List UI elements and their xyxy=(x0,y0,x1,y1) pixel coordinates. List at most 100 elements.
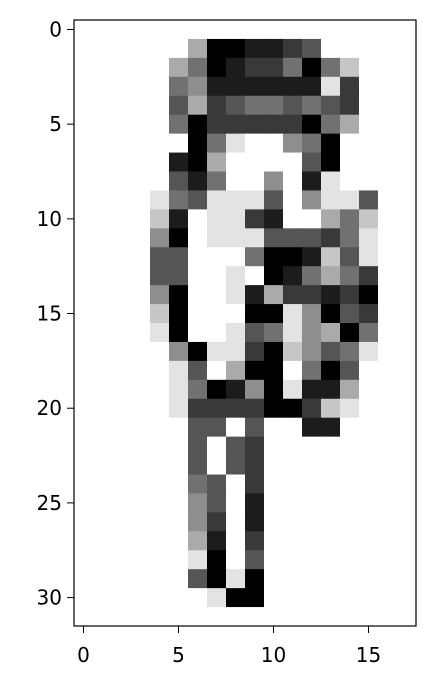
heatmap-cells xyxy=(74,20,398,627)
heatmap-cell xyxy=(321,323,341,343)
heatmap-cell xyxy=(264,550,284,570)
heatmap-cell xyxy=(93,304,113,324)
heatmap-cell xyxy=(74,190,94,210)
heatmap-cell xyxy=(226,209,246,229)
heatmap-cell xyxy=(169,20,189,40)
heatmap-cell xyxy=(150,398,170,419)
heatmap-cell xyxy=(169,379,189,400)
heatmap-cell xyxy=(340,152,360,173)
heatmap-cell xyxy=(302,531,322,551)
heatmap-cell xyxy=(169,550,189,570)
heatmap-cell xyxy=(74,266,94,286)
heatmap-cell xyxy=(283,304,303,324)
heatmap-cell xyxy=(340,474,360,495)
heatmap-cell xyxy=(245,323,265,343)
heatmap-cell xyxy=(112,341,132,362)
heatmap-cell xyxy=(207,38,227,59)
heatmap-cell xyxy=(226,190,246,210)
heatmap-cell xyxy=(321,247,341,267)
heatmap-cell xyxy=(226,531,246,551)
heatmap-cell xyxy=(245,436,265,457)
heatmap-cell xyxy=(93,114,113,135)
heatmap-cell xyxy=(283,20,303,40)
heatmap-cell xyxy=(321,550,341,570)
heatmap-cell xyxy=(378,474,398,495)
heatmap-cell xyxy=(245,171,265,192)
heatmap-cell xyxy=(74,379,94,400)
heatmap-cell xyxy=(169,266,189,286)
heatmap-cell xyxy=(93,133,113,154)
heatmap-cell xyxy=(283,228,303,248)
heatmap-cell xyxy=(207,304,227,324)
heatmap-cell xyxy=(245,531,265,551)
heatmap-cell xyxy=(93,417,113,438)
heatmap-cell xyxy=(302,588,322,608)
heatmap-cell xyxy=(74,304,94,324)
heatmap-cell xyxy=(378,171,398,192)
heatmap-cell xyxy=(321,76,341,97)
heatmap-cell xyxy=(188,323,208,343)
heatmap-cell xyxy=(207,550,227,570)
heatmap-cell xyxy=(264,360,284,381)
heatmap-cell xyxy=(131,569,151,589)
heatmap-cell xyxy=(188,493,208,513)
heatmap-cell xyxy=(283,341,303,362)
heatmap-cell xyxy=(169,133,189,154)
heatmap-cell xyxy=(74,360,94,381)
x-tick-label: 15 xyxy=(356,643,381,667)
heatmap-cell xyxy=(226,114,246,135)
heatmap-cell xyxy=(359,152,379,173)
heatmap-cell xyxy=(302,95,322,116)
heatmap-cell xyxy=(112,531,132,551)
heatmap-cell xyxy=(131,323,151,343)
heatmap-cell xyxy=(112,304,132,324)
heatmap-cell xyxy=(207,133,227,154)
heatmap-cell xyxy=(321,171,341,192)
heatmap-cell xyxy=(188,531,208,551)
heatmap-cell xyxy=(378,436,398,457)
heatmap-cell xyxy=(131,341,151,362)
heatmap-cell xyxy=(150,379,170,400)
heatmap-cell xyxy=(112,607,132,627)
heatmap-cell xyxy=(359,133,379,154)
heatmap-cell xyxy=(93,379,113,400)
heatmap-cell xyxy=(169,417,189,438)
heatmap-cell xyxy=(188,171,208,192)
heatmap-cell xyxy=(150,247,170,267)
heatmap-cell xyxy=(112,360,132,381)
heatmap-cell xyxy=(264,114,284,135)
heatmap-cell xyxy=(150,455,170,476)
heatmap-cell xyxy=(74,152,94,173)
heatmap-cell xyxy=(283,114,303,135)
heatmap-cell xyxy=(321,304,341,324)
heatmap-cell xyxy=(359,57,379,78)
heatmap-cell xyxy=(264,493,284,513)
heatmap-cell xyxy=(378,38,398,59)
heatmap-cell xyxy=(245,304,265,324)
heatmap-cell xyxy=(112,569,132,589)
heatmap-cell xyxy=(150,474,170,495)
heatmap-cell xyxy=(74,417,94,438)
heatmap-cell xyxy=(321,341,341,362)
heatmap-cell xyxy=(131,474,151,495)
heatmap-cell xyxy=(302,493,322,513)
heatmap-cell xyxy=(169,247,189,267)
heatmap-cell xyxy=(264,417,284,438)
heatmap-cell xyxy=(302,569,322,589)
heatmap-cell xyxy=(321,266,341,286)
heatmap-cell xyxy=(169,512,189,532)
heatmap-cell xyxy=(340,607,360,627)
heatmap-cell xyxy=(359,607,379,627)
heatmap-cell xyxy=(169,588,189,608)
heatmap-cell xyxy=(131,38,151,59)
heatmap-cell xyxy=(112,512,132,532)
heatmap-cell xyxy=(283,76,303,97)
heatmap-cell xyxy=(283,398,303,419)
heatmap-cell xyxy=(340,171,360,192)
heatmap-cell xyxy=(74,607,94,627)
heatmap-cell xyxy=(340,209,360,229)
heatmap-cell xyxy=(359,531,379,551)
heatmap-cell xyxy=(226,266,246,286)
heatmap-cell xyxy=(93,247,113,267)
heatmap-cell xyxy=(359,190,379,210)
